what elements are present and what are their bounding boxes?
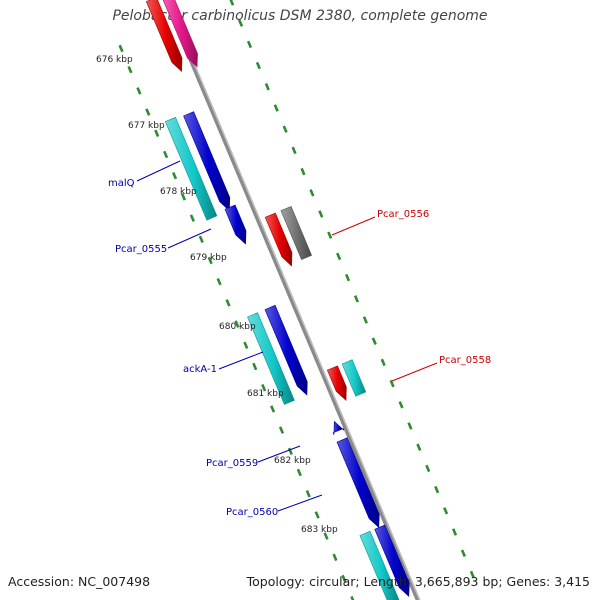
gene-arrow-blue	[224, 204, 247, 245]
kbp-marker-label: 679 kbp	[190, 253, 227, 263]
gene-label: Pcar_0556	[377, 209, 429, 220]
tick-mark-left	[171, 171, 178, 180]
gene-arrow-blue	[264, 304, 308, 396]
tick-mark-left	[332, 553, 338, 562]
tick-mark-left	[198, 235, 204, 244]
tick-mark-right	[407, 422, 413, 430]
tick-mark-right	[460, 549, 466, 557]
tick-mark-right	[389, 379, 395, 388]
tick-mark-right	[416, 443, 422, 451]
tick-mark-left	[314, 511, 320, 519]
tick-mark-left	[296, 468, 302, 477]
tick-mark-right	[443, 507, 449, 515]
tick-mark-right	[309, 189, 315, 197]
tick-mark-right	[362, 316, 368, 324]
tick-mark-right	[353, 295, 360, 303]
tick-mark-right	[255, 61, 261, 70]
gene-arrow-blue	[183, 111, 231, 212]
gene-label: ackA-1	[183, 364, 217, 375]
tick-mark-left	[341, 574, 347, 583]
tick-mark-left	[270, 405, 276, 413]
kbp-marker-label: 677 kbp	[128, 121, 165, 131]
tick-mark-right	[282, 125, 288, 133]
gene-label: Pcar_0559	[206, 458, 258, 469]
tick-mark-left	[180, 193, 186, 201]
accession-text: Accession: NC_007498	[8, 574, 151, 589]
gene-arrow-red	[326, 365, 347, 401]
kbp-marker-label: 680 kbp	[219, 322, 256, 332]
tick-mark-right	[327, 231, 333, 239]
tick-mark-left	[225, 299, 231, 307]
tick-mark-right	[380, 358, 386, 367]
gene-label-leader	[218, 351, 264, 370]
tick-mark-left	[216, 277, 222, 286]
tick-mark-left	[207, 256, 213, 265]
tick-mark-left	[278, 426, 285, 434]
tick-mark-right	[336, 252, 342, 261]
gene-arrow-blue	[332, 420, 345, 435]
tick-mark-right	[344, 273, 351, 282]
gene-label: Pcar_0560	[226, 507, 278, 518]
tick-mark-left	[189, 214, 195, 222]
tick-mark-left	[323, 532, 329, 540]
tick-mark-left	[287, 447, 293, 456]
gene-arrow-cyan	[247, 312, 295, 405]
kbp-marker-label: 678 kbp	[160, 187, 197, 197]
gene-label-leader	[257, 445, 301, 463]
tick-mark-right	[318, 210, 324, 218]
kbp-marker-label: 683 kbp	[301, 525, 338, 535]
tick-mark-left	[145, 108, 151, 116]
tick-mark-left	[243, 341, 249, 350]
kbp-marker-label: 681 kbp	[247, 389, 284, 399]
gene-label-leader	[391, 362, 438, 382]
tick-mark-left	[118, 44, 124, 53]
tick-mark-right	[398, 401, 404, 409]
gene-label: malQ	[108, 178, 135, 189]
gene-label: Pcar_0555	[115, 244, 167, 255]
gene-label-leader	[136, 160, 181, 182]
gene-arrow-gray	[280, 206, 312, 260]
tick-mark-right	[246, 40, 253, 49]
tick-mark-right	[425, 464, 431, 473]
tick-mark-left	[154, 129, 160, 138]
gene-label: Pcar_0558	[439, 355, 491, 366]
tick-mark-right	[469, 570, 475, 579]
gene-arrow-red	[264, 212, 293, 267]
genome-summary: Topology: circular; Length: 3,665,893 bp…	[246, 574, 590, 589]
map-title: Pelobacter carbinolicus DSM 2380, comple…	[112, 8, 488, 24]
tick-mark-left	[234, 320, 240, 328]
tick-mark-left	[261, 383, 267, 392]
tick-mark-right	[451, 528, 458, 536]
tick-mark-left	[127, 65, 133, 74]
tick-mark-right	[238, 19, 244, 27]
gene-arrow-cyan	[164, 116, 218, 221]
gene-arrow-blue	[336, 437, 380, 529]
tick-mark-right	[371, 337, 377, 345]
tick-mark-right	[273, 104, 279, 112]
genome-backbone	[169, 11, 421, 600]
tick-mark-left	[163, 150, 169, 159]
tick-mark-left	[350, 596, 355, 600]
gene-arrow-red	[145, 0, 183, 72]
kbp-marker-label: 682 kbp	[274, 456, 311, 466]
gene-arrow-cyan	[359, 530, 400, 600]
gene-arrow-cyan	[341, 359, 367, 397]
gene-label-leader	[277, 494, 323, 512]
gene-arrow-pink	[162, 0, 198, 68]
tick-mark-right	[300, 167, 306, 176]
tick-mark-left	[252, 362, 258, 371]
kbp-marker-label: 676 kbp	[96, 55, 133, 65]
gene-label-leader	[167, 228, 212, 249]
gene-arrow-blue	[374, 524, 410, 597]
tick-mark-left	[305, 490, 311, 498]
genome-backbone-highlight	[171, 11, 421, 600]
gene-label-leader	[331, 216, 376, 236]
tick-mark-right	[291, 146, 297, 155]
tick-mark-right	[229, 0, 235, 6]
tick-mark-right	[434, 485, 440, 494]
tick-mark-right	[264, 83, 270, 91]
tick-mark-left	[136, 87, 142, 95]
